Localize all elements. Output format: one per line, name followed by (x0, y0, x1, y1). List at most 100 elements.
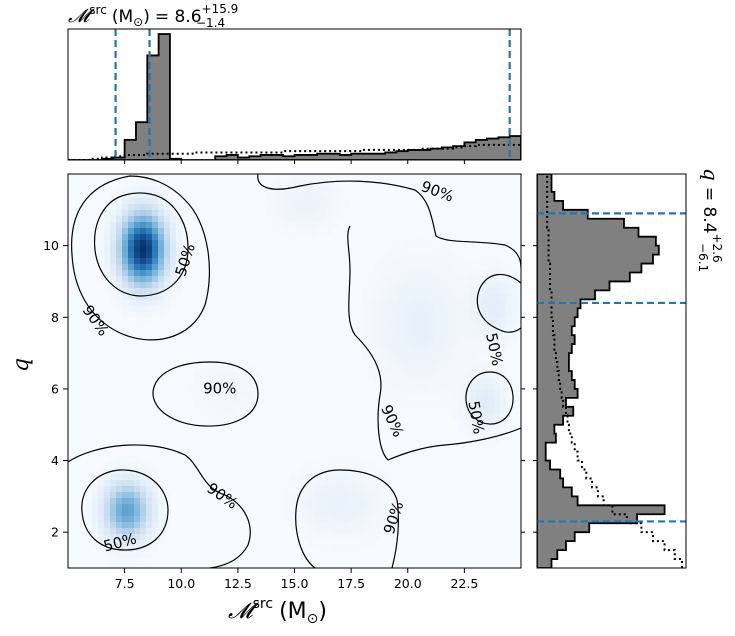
density-cell (470, 366, 477, 373)
density-cell (110, 246, 117, 253)
density-cell (428, 360, 435, 367)
density-cell (488, 312, 495, 319)
density-cell (488, 300, 495, 307)
density-cell (488, 426, 495, 433)
density-cell (176, 210, 183, 217)
density-cell (362, 348, 369, 355)
density-cell (344, 504, 351, 511)
density-cell (164, 186, 171, 193)
density-cell (146, 252, 153, 259)
density-cell (104, 258, 111, 265)
density-cell (518, 288, 521, 295)
density-cell (314, 186, 321, 193)
density-cell (362, 282, 369, 289)
density-cell (302, 462, 309, 469)
density-cell (458, 366, 465, 373)
density-cell (128, 492, 135, 499)
density-cell (464, 294, 471, 301)
density-cell (494, 408, 501, 415)
density-cell (338, 534, 345, 541)
density-cell (152, 186, 159, 193)
density-cell (320, 492, 327, 499)
density-cell (152, 276, 159, 283)
density-cell (164, 252, 171, 259)
density-cell (404, 342, 411, 349)
density-cell (362, 528, 369, 535)
density-cell (404, 252, 411, 259)
density-cell (434, 306, 441, 313)
density-cell (386, 276, 393, 283)
density-cell (176, 252, 183, 259)
density-cell (458, 318, 465, 325)
density-cell (116, 306, 123, 313)
density-cell (140, 540, 147, 547)
density-cell (122, 558, 129, 565)
density-cell (416, 240, 423, 247)
density-cell (368, 540, 375, 547)
density-cell (134, 318, 141, 325)
density-cell (506, 312, 513, 319)
y-tick-label: 2 (51, 525, 59, 540)
density-cell (290, 516, 297, 523)
density-cell (110, 492, 117, 499)
density-cell (452, 360, 459, 367)
density-cell (434, 288, 441, 295)
density-cell (494, 348, 501, 355)
density-cell (410, 252, 417, 259)
density-cell (164, 216, 171, 223)
density-cell (140, 510, 147, 517)
density-cell (392, 504, 399, 511)
density-cell (410, 360, 417, 367)
density-cell (218, 414, 225, 421)
x-tick-label: 20.0 (394, 576, 422, 591)
density-cell (446, 366, 453, 373)
density-cell (422, 336, 429, 343)
density-cell (140, 306, 147, 313)
density-cell (422, 330, 429, 337)
density-cell (152, 198, 159, 205)
density-cell (374, 318, 381, 325)
density-cell (134, 210, 141, 217)
density-cell (464, 378, 471, 385)
density-cell (134, 558, 141, 565)
density-cell (308, 210, 315, 217)
density-cell (470, 348, 477, 355)
density-cell (218, 396, 225, 403)
density-cell (146, 528, 153, 535)
density-cell (302, 198, 309, 205)
density-cell (242, 360, 249, 367)
density-cell (458, 390, 465, 397)
density-cell (326, 180, 333, 187)
density-cell (422, 252, 429, 259)
density-cell (500, 330, 507, 337)
density-cell (380, 348, 387, 355)
density-cell (98, 498, 105, 505)
density-cell (440, 246, 447, 253)
density-cell (134, 306, 141, 313)
density-cell (128, 468, 135, 475)
density-cell (356, 528, 363, 535)
density-cell (92, 510, 99, 517)
density-cell (494, 438, 501, 445)
density-cell (104, 492, 111, 499)
density-cell (224, 414, 231, 421)
density-cell (500, 408, 507, 415)
density-cell (398, 402, 405, 409)
density-cell (350, 510, 357, 517)
density-cell (428, 270, 435, 277)
density-cell (392, 306, 399, 313)
density-cell (308, 198, 315, 205)
density-cell (476, 390, 483, 397)
density-cell (320, 180, 327, 187)
density-cell (458, 396, 465, 403)
density-cell (128, 198, 135, 205)
density-cell (176, 240, 183, 247)
density-cell (164, 192, 171, 199)
density-cell (134, 216, 141, 223)
density-cell (116, 228, 123, 235)
density-cell (338, 198, 345, 205)
density-cell (146, 462, 153, 469)
density-cell (128, 486, 135, 493)
density-cell (446, 258, 453, 265)
